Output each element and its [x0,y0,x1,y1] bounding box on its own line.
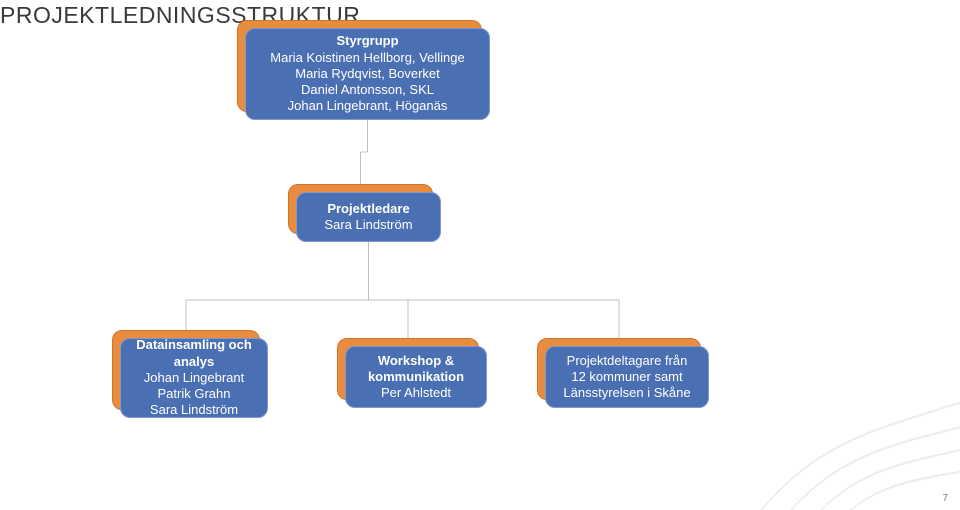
org-node-front: Projektdeltagare från 12 kommuner samt L… [545,346,709,408]
org-node-title: Projektledare [327,201,409,217]
org-node-line: 12 kommuner samt [571,369,682,385]
org-node-line: Per Ahlstedt [381,385,451,401]
org-node-title: Styrgrupp [336,33,398,49]
org-node-front: Datainsamling och analys Johan Lingebran… [120,338,268,418]
page: PROJEKTLEDNINGSSTRUKTUR Styrgrupp Maria … [0,0,960,510]
org-node-front: Projektledare Sara Lindström [296,192,441,242]
org-node-datainsamling: Datainsamling och analys Johan Lingebran… [120,338,268,418]
org-node-line: Johan Lingebrant [144,370,244,386]
org-node-line: Patrik Grahn [158,386,231,402]
org-node-projektledare: Projektledare Sara Lindström [296,192,441,242]
org-node-workshop: Workshop & kommunikation Per Ahlstedt [345,346,487,408]
page-number: 7 [942,493,948,504]
org-node-front: Styrgrupp Maria Koistinen Hellborg, Vell… [245,28,490,120]
org-node-front: Workshop & kommunikation Per Ahlstedt [345,346,487,408]
org-node-line: Sara Lindström [324,217,412,233]
org-node-title: Datainsamling och analys [129,337,259,370]
org-node-line: Sara Lindström [150,402,238,418]
org-node-line: Maria Rydqvist, Boverket [295,66,440,82]
org-node-styrgrupp: Styrgrupp Maria Koistinen Hellborg, Vell… [245,28,490,120]
org-node-line: Projektdeltagare från [567,353,688,369]
org-node-line: Länsstyrelsen i Skåne [563,385,690,401]
org-node-line: Maria Koistinen Hellborg, Vellinge [270,50,464,66]
org-node-title: Workshop & kommunikation [354,353,478,386]
org-node-line: Johan Lingebrant, Höganäs [288,98,448,114]
org-node-line: Daniel Antonsson, SKL [301,82,434,98]
org-node-deltagare: Projektdeltagare från 12 kommuner samt L… [545,346,709,408]
